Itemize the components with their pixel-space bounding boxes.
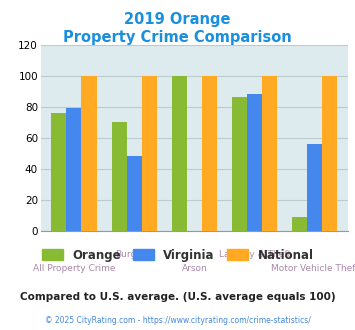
Text: Motor Vehicle Theft: Motor Vehicle Theft — [271, 264, 355, 273]
Legend: Orange, Virginia, National: Orange, Virginia, National — [37, 244, 318, 266]
Text: Compared to U.S. average. (U.S. average equals 100): Compared to U.S. average. (U.S. average … — [20, 292, 335, 302]
Bar — [307, 144, 322, 231]
Bar — [247, 94, 262, 231]
Text: © 2025 CityRating.com - https://www.cityrating.com/crime-statistics/: © 2025 CityRating.com - https://www.city… — [45, 316, 310, 325]
Text: Burglary: Burglary — [115, 250, 153, 259]
Bar — [292, 217, 307, 231]
Bar — [172, 76, 187, 231]
Text: All Property Crime: All Property Crime — [33, 264, 115, 273]
Text: Property Crime Comparison: Property Crime Comparison — [63, 30, 292, 45]
Bar — [66, 108, 81, 231]
Bar — [322, 76, 337, 231]
Bar — [142, 76, 157, 231]
Bar — [262, 76, 277, 231]
Bar — [127, 156, 142, 231]
Text: 2019 Orange: 2019 Orange — [124, 12, 231, 26]
Text: Larceny & Theft: Larceny & Theft — [219, 250, 291, 259]
Bar — [111, 122, 127, 231]
Bar — [81, 76, 97, 231]
Bar — [202, 76, 217, 231]
Bar — [232, 97, 247, 231]
Bar — [51, 113, 66, 231]
Text: Arson: Arson — [181, 264, 207, 273]
